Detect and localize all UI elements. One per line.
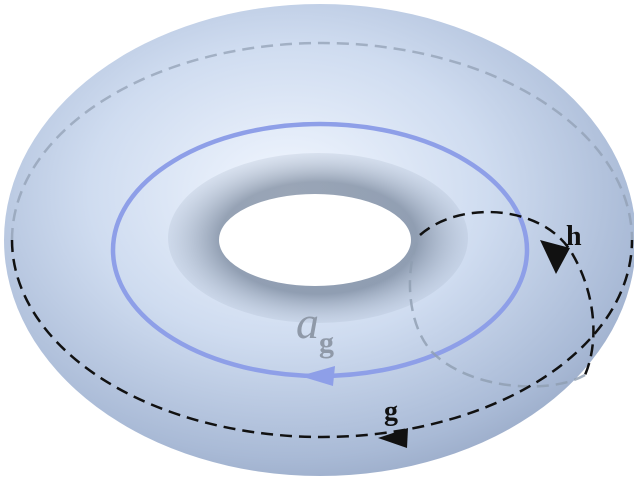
page: ag h g (() => { const data = JSON.parse(… [0,0,634,479]
loop-a-subscript: g [319,326,334,359]
meridian-label: h [566,221,582,252]
torus-hole [219,194,411,286]
loop-a-symbol: a [296,297,319,348]
torus-diagram: ag h g [0,0,634,479]
equator-label: g [384,396,398,427]
